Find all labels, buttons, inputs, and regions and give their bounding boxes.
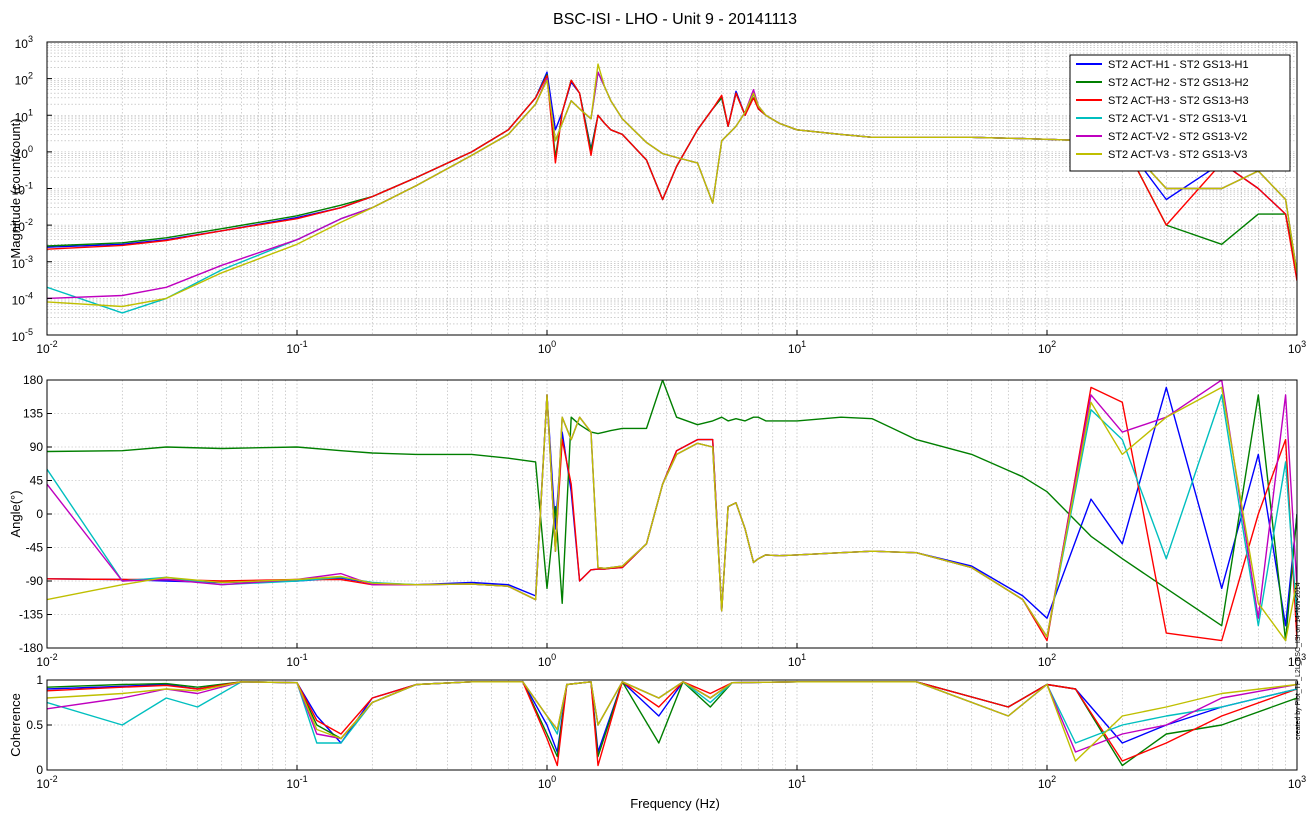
x-tick-label: 103 bbox=[1288, 774, 1306, 791]
magnitude-y-ticks: 10-5 10-4 10-3 10-2 10-1 100 101 102 103 bbox=[12, 34, 52, 344]
magnitude-series bbox=[47, 63, 1297, 314]
angle-x-ticks: 10-2 10-1 100 101 102 103 bbox=[36, 643, 1306, 669]
y-tick-label: -180 bbox=[19, 641, 43, 655]
y-tick-label: 90 bbox=[30, 440, 44, 454]
x-tick-label: 10-2 bbox=[36, 339, 57, 356]
legend-label-3: ST2 ACT-H3 - ST2 GS13-H3 bbox=[1108, 95, 1249, 107]
x-tick-label: 102 bbox=[1038, 774, 1056, 791]
x-tick-label: 103 bbox=[1288, 339, 1306, 356]
y-tick-label: -90 bbox=[26, 574, 44, 588]
x-tick-label: 10-1 bbox=[286, 652, 307, 669]
x-tick-label: 101 bbox=[788, 339, 806, 356]
x-tick-label: 102 bbox=[1038, 339, 1056, 356]
footer-stamp: created by Plot_TF_L2L_BSC_ISI on 14-Nov… bbox=[1295, 582, 1302, 740]
chart-title: BSC-ISI - LHO - Unit 9 - 20141113 bbox=[553, 11, 797, 28]
x-tick-label: 100 bbox=[538, 339, 556, 356]
magnitude-panel: 10-2 10-1 100 101 102 103 10-5 10-4 10-3 10-2 10-1… bbox=[8, 34, 1306, 356]
angle-panel: 10-2 10-1 100 101 102 103 180 135 90 45 0 -45 -90 -13… bbox=[8, 373, 1306, 669]
y-tick-label: 0 bbox=[36, 763, 43, 777]
legend-label-1: ST2 ACT-H1 - ST2 GS13-H1 bbox=[1108, 59, 1249, 71]
legend-label-6: ST2 ACT-V3 - ST2 GS13-V3 bbox=[1108, 149, 1247, 161]
magnitude-y-axis-label: Magnitude (count/count) bbox=[8, 118, 23, 258]
y-tick-label: 101 bbox=[15, 107, 33, 124]
y-tick-label: 0 bbox=[36, 507, 43, 521]
magnitude-x-ticks: 10-2 10-1 100 101 102 103 bbox=[36, 330, 1306, 356]
y-tick-label: 103 bbox=[15, 34, 33, 51]
x-tick-label: 10-1 bbox=[286, 339, 307, 356]
x-tick-label: 101 bbox=[788, 652, 806, 669]
x-tick-label: 10-1 bbox=[286, 774, 307, 791]
x-axis-label: Frequency (Hz) bbox=[630, 796, 720, 811]
y-tick-label: 135 bbox=[23, 407, 43, 421]
legend-box bbox=[1069, 54, 1291, 172]
x-tick-label: 10-2 bbox=[36, 774, 57, 791]
legend-label-5: ST2 ACT-V2 - ST2 GS13-V2 bbox=[1108, 131, 1247, 143]
y-tick-label: 100 bbox=[15, 144, 33, 161]
coherence-series bbox=[47, 681, 1297, 767]
x-tick-label: 100 bbox=[538, 652, 556, 669]
coherence-grid bbox=[47, 679, 1297, 771]
coherence-y-axis-label: Coherence bbox=[8, 693, 23, 757]
x-tick-label: 101 bbox=[788, 774, 806, 791]
legend: ST2 ACT-H1 - ST2 GS13-H1 ST2 ACT-H2 - ST2… bbox=[1069, 54, 1291, 172]
y-tick-label: 102 bbox=[15, 71, 33, 88]
x-tick-label: 10-2 bbox=[36, 652, 57, 669]
series-line-6 bbox=[47, 63, 1297, 308]
y-tick-label: 10-2 bbox=[12, 217, 33, 234]
y-tick-label: 45 bbox=[30, 474, 44, 488]
y-tick-label: -45 bbox=[26, 541, 44, 555]
y-tick-label: 10-4 bbox=[12, 290, 33, 307]
legend-label-2: ST2 ACT-H2 - ST2 GS13-H2 bbox=[1108, 77, 1249, 89]
y-tick-label: 0.5 bbox=[26, 718, 43, 732]
coherence-x-ticks: 10-2 10-1 100 101 102 103 bbox=[36, 765, 1306, 791]
x-tick-label: 100 bbox=[538, 774, 556, 791]
y-tick-label: 1 bbox=[36, 673, 43, 687]
y-tick-label: 10-1 bbox=[12, 181, 33, 198]
series-line-6 bbox=[47, 681, 1297, 762]
y-tick-label: 10-5 bbox=[12, 327, 33, 344]
x-tick-label: 103 bbox=[1288, 652, 1306, 669]
coherence-y-ticks: 00.51 bbox=[26, 673, 52, 777]
series-line-2 bbox=[47, 380, 1297, 642]
legend-label-4: ST2 ACT-V1 - ST2 GS13-V1 bbox=[1108, 113, 1247, 125]
x-tick-label: 102 bbox=[1038, 652, 1056, 669]
y-tick-label: 180 bbox=[23, 373, 43, 387]
angle-series bbox=[47, 380, 1297, 642]
y-tick-label: 10-3 bbox=[12, 254, 33, 271]
angle-y-ticks: 180 135 90 45 0 -45 -90 -135 -180 bbox=[19, 373, 52, 655]
y-tick-label: -135 bbox=[19, 608, 43, 622]
series-line-6 bbox=[47, 386, 1297, 642]
angle-grid bbox=[47, 379, 1297, 649]
angle-y-axis-label: Angle(°) bbox=[8, 490, 23, 537]
